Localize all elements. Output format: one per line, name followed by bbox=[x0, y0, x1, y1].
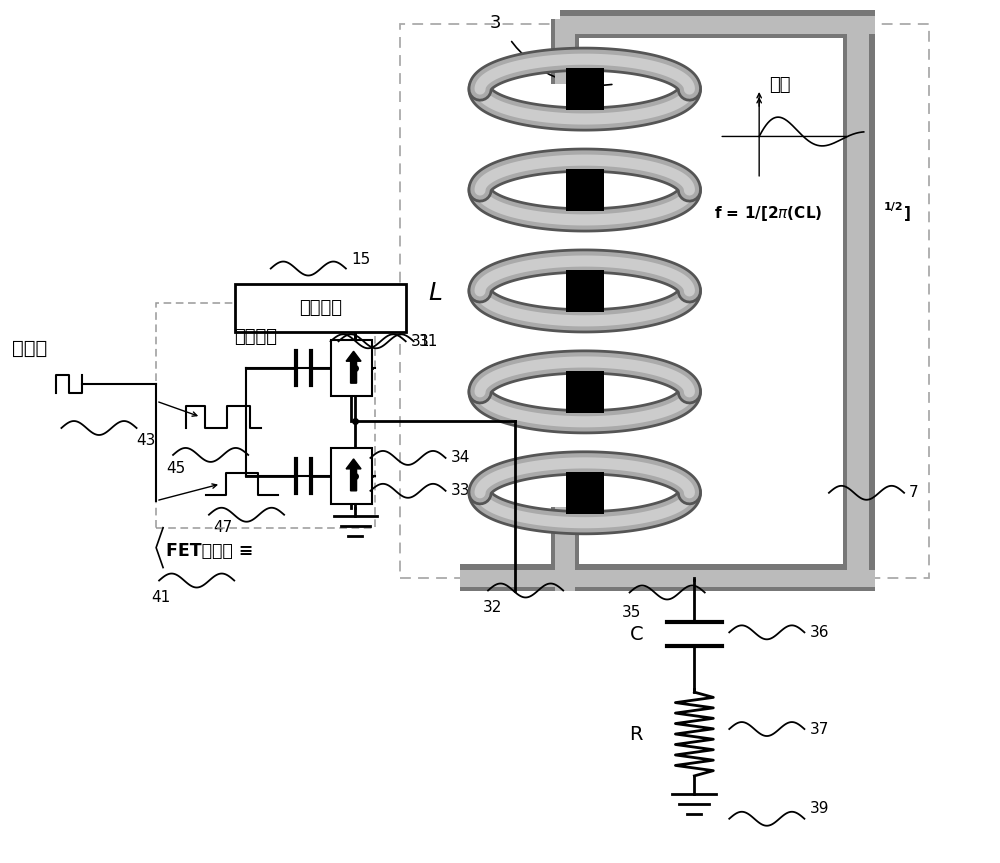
Text: 7: 7 bbox=[909, 485, 919, 501]
Bar bbox=[566, 371, 604, 413]
Bar bbox=[400, 24, 929, 577]
Bar bbox=[555, 19, 575, 84]
Text: 电流: 电流 bbox=[769, 76, 791, 94]
FancyArrow shape bbox=[346, 351, 361, 383]
Bar bbox=[331, 448, 372, 504]
Bar bbox=[843, 24, 875, 577]
Text: 43: 43 bbox=[137, 433, 156, 448]
FancyBboxPatch shape bbox=[235, 285, 406, 332]
Text: 33: 33 bbox=[451, 483, 470, 498]
Text: 3: 3 bbox=[489, 15, 501, 32]
Text: FET驱动器 ≡: FET驱动器 ≡ bbox=[166, 542, 253, 559]
Text: ]: ] bbox=[904, 206, 911, 221]
Text: 1/2: 1/2 bbox=[884, 202, 903, 211]
Text: L: L bbox=[428, 281, 442, 306]
Text: R: R bbox=[630, 725, 643, 744]
Bar bbox=[551, 507, 579, 591]
Bar bbox=[331, 340, 372, 396]
Text: 31: 31 bbox=[419, 334, 438, 349]
Text: 直流电源: 直流电源 bbox=[299, 299, 342, 318]
Text: 35: 35 bbox=[622, 606, 641, 620]
Text: 47: 47 bbox=[213, 520, 232, 535]
Text: 32: 32 bbox=[483, 601, 502, 615]
Text: C: C bbox=[630, 625, 643, 644]
Text: 45: 45 bbox=[166, 461, 185, 476]
Bar bbox=[555, 507, 575, 591]
Bar bbox=[566, 169, 604, 211]
Bar bbox=[560, 16, 875, 35]
Bar bbox=[460, 570, 875, 588]
Text: 15: 15 bbox=[351, 251, 370, 267]
FancyArrow shape bbox=[346, 459, 361, 491]
Bar bbox=[560, 10, 875, 38]
Text: 36: 36 bbox=[809, 625, 829, 639]
Text: 37: 37 bbox=[809, 721, 829, 736]
Bar bbox=[566, 472, 604, 513]
Text: 39: 39 bbox=[809, 801, 829, 816]
Text: 振荡器: 振荡器 bbox=[12, 339, 47, 358]
Text: 输入信号: 输入信号 bbox=[234, 328, 277, 346]
Text: 41: 41 bbox=[151, 590, 170, 606]
Bar bbox=[460, 564, 875, 591]
Text: f = 1/[2$\pi$(CL): f = 1/[2$\pi$(CL) bbox=[714, 205, 823, 224]
Bar bbox=[566, 270, 604, 312]
Bar bbox=[156, 304, 375, 527]
Bar bbox=[551, 19, 579, 84]
Bar bbox=[566, 68, 604, 110]
Text: 31: 31 bbox=[411, 334, 430, 349]
Text: 34: 34 bbox=[451, 450, 470, 465]
Bar bbox=[847, 24, 869, 577]
